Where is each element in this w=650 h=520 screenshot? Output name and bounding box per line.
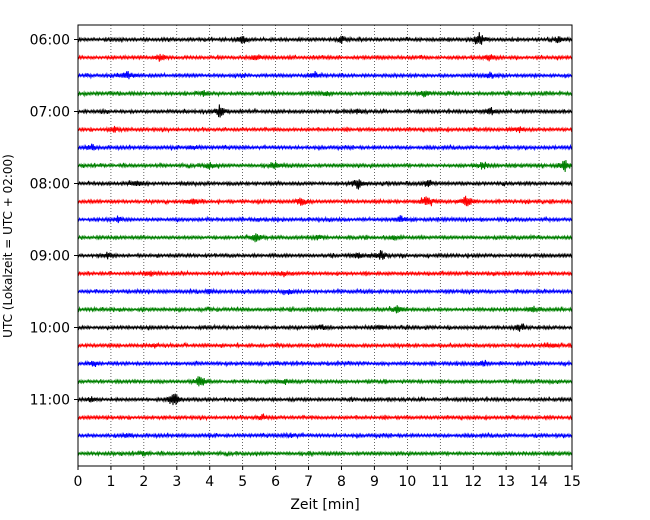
trace-line: [77, 53, 573, 62]
y-tick-label: 07:00: [30, 105, 70, 121]
trace-line: [77, 269, 573, 278]
trace-line: [77, 341, 573, 350]
seismic-traces: [77, 32, 573, 458]
y-axis-ticks: 06:00 07:00 08:00 09:00 10:00 11:00: [30, 33, 78, 409]
plot-frame: [77, 24, 573, 467]
trace-line: [77, 376, 573, 387]
x-tick-label: 14: [530, 474, 548, 490]
x-tick-label: 5: [238, 474, 247, 490]
x-tick-label: 4: [205, 474, 214, 490]
trace-line: [77, 125, 573, 134]
y-tick-label: 11:00: [30, 393, 70, 409]
x-tick-label: 10: [398, 474, 416, 490]
trace-line: [77, 104, 573, 118]
x-tick-label: 12: [464, 474, 482, 490]
trace-line: [77, 179, 573, 190]
x-axis-label: Zeit [min]: [290, 497, 359, 513]
trace-line: [77, 431, 573, 440]
trace-line: [77, 160, 573, 172]
y-axis-label: UTC (Lokalzeit = UTC + 02:00): [1, 154, 15, 338]
y-tick-label: 08:00: [30, 177, 70, 193]
x-tick-label: 3: [172, 474, 181, 490]
plot-area: [78, 25, 572, 466]
y-tick-label: 09:00: [30, 249, 70, 265]
y-tick-label: 06:00: [30, 33, 70, 49]
trace-line: [77, 359, 573, 368]
trace-line: [77, 195, 573, 207]
x-tick-label: 11: [431, 474, 449, 490]
trace-line: [77, 215, 573, 224]
trace-line: [77, 143, 573, 152]
trace-line: [77, 71, 573, 80]
trace-line: [77, 393, 573, 406]
x-tick-label: 15: [563, 474, 581, 490]
trace-line: [77, 89, 573, 98]
trace-line: [77, 449, 573, 458]
x-tick-label: 8: [337, 474, 346, 490]
trace-line: [77, 32, 573, 45]
x-tick-label: 9: [370, 474, 379, 490]
x-tick-label: 2: [139, 474, 148, 490]
x-tick-label: 7: [304, 474, 313, 490]
x-tick-label: 1: [106, 474, 115, 490]
x-tick-label: 13: [497, 474, 515, 490]
y-tick-label: 10:00: [30, 321, 70, 337]
x-tick-label: 6: [271, 474, 280, 490]
trace-line: [77, 233, 573, 243]
trace-line: [77, 305, 573, 314]
x-axis-ticks: 0 1 2 3 4 5 6 7 8 9 10 11 12 13 14 15: [74, 466, 581, 490]
trace-line: [77, 413, 573, 422]
trace-line: [77, 287, 573, 296]
x-tick-label: 0: [74, 474, 83, 490]
trace-line: [77, 250, 573, 260]
trace-line: [77, 323, 573, 332]
